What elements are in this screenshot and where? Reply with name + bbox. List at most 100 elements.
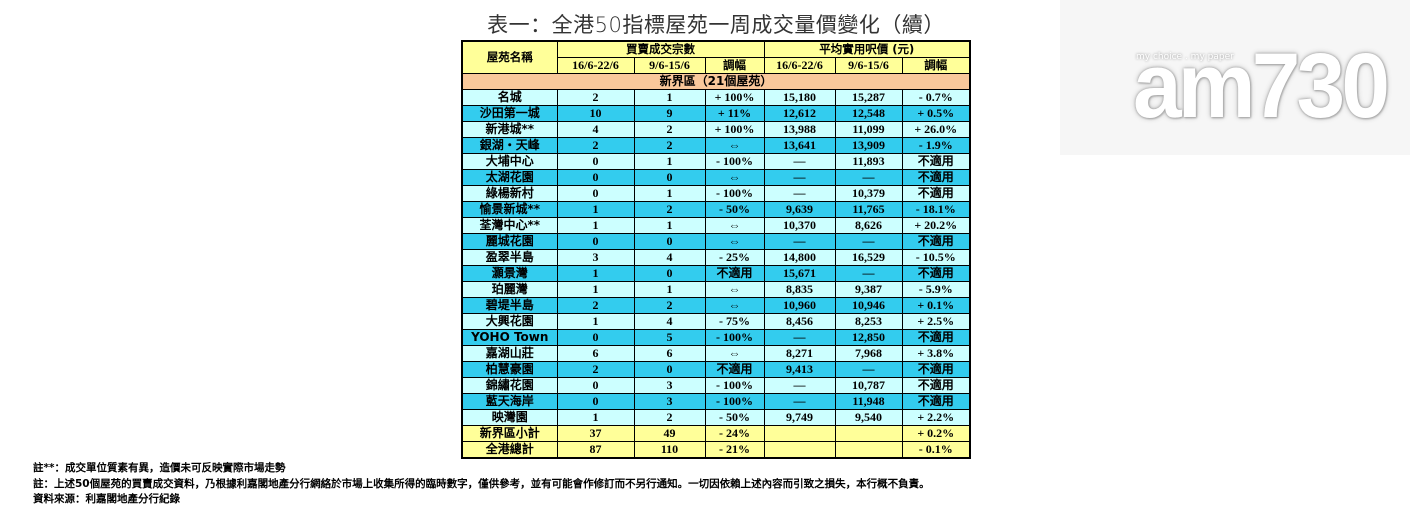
cell-chg: ⇔: [704, 217, 765, 234]
table-row: 灝景灣 1 0 不適用 15,671— 不適用: [461, 265, 971, 282]
cell-chg: - 21%: [704, 441, 765, 459]
note-quality: 註**：成交單位質素有異，造價未可反映實際市場走勢: [33, 462, 286, 474]
cell-prev: 2: [633, 137, 706, 154]
table-row: 錦繡花園 0 3- 100% —10,787 不適用: [461, 377, 971, 394]
footnotes: 註**：成交單位質素有異，造價未可反映實際市場走勢 註：上述50個屋苑的買賣成交…: [33, 461, 930, 508]
cell-pchg: + 0.2%: [901, 425, 971, 442]
cell-cur: 0: [556, 169, 635, 186]
cell-chg: + 100%: [704, 89, 765, 106]
estate-name: YOHO Town: [461, 329, 558, 346]
cell-pcur: —: [763, 153, 836, 170]
cell-pcur: 8,456: [763, 313, 836, 330]
cell-prev: 1: [633, 89, 706, 106]
cell-pchg: 不適用: [901, 265, 971, 282]
cell-prev: 6: [633, 345, 706, 362]
cell-prev: 9: [633, 105, 706, 122]
cell-chg: 不適用: [704, 361, 765, 378]
cell-pprev: 9,387: [834, 281, 903, 298]
table-row: 映灣園 1 2- 50% 9,749 9,540 + 2.2%: [461, 409, 971, 426]
cell-pchg: - 18.1%: [901, 201, 971, 218]
estate-name: 太湖花園: [461, 169, 558, 186]
estate-name: 藍天海岸: [461, 393, 558, 410]
cell-pchg: + 3.8%: [901, 345, 971, 362]
cell-prev: 2: [633, 297, 706, 314]
cell-cur: 0: [556, 233, 635, 250]
table-row: 大興花園 1 4- 75% 8,456 8,253 + 2.5%: [461, 313, 971, 330]
table-row: 銀湖・天峰 2 2 ⇔ 13,641 13,909- 1.9%: [461, 137, 971, 154]
cell-cur: 0: [556, 329, 635, 346]
header-sub: 9/6-15/6: [633, 57, 706, 74]
cell-prev: 49: [633, 425, 706, 442]
cell-prev: 3: [633, 377, 706, 394]
table-title: 表一：全港50指標屋苑一周成交量價變化（續）: [487, 13, 945, 37]
estate-name: 沙田第一城: [461, 105, 558, 122]
cell-prev: 1: [633, 185, 706, 202]
estate-name: 盈翠半島: [461, 249, 558, 266]
cell-pcur: [763, 425, 836, 442]
cell-chg: - 100%: [704, 153, 765, 170]
table-row: 嘉湖山莊 6 6 ⇔ 8,271 7,968 + 3.8%: [461, 345, 971, 362]
cell-chg: - 24%: [704, 425, 765, 442]
cell-pchg: + 2.2%: [901, 409, 971, 426]
cell-pcur: —: [763, 377, 836, 394]
cell-prev: 2: [633, 121, 706, 138]
table-row: 麗城花園 0 0 ⇔ — — 不適用: [461, 233, 971, 250]
cell-chg: + 100%: [704, 121, 765, 138]
estate-name: 映灣園: [461, 409, 558, 426]
cell-pprev: —: [834, 233, 903, 250]
cell-pprev: 12,548: [834, 105, 903, 122]
header-sub: 調幅: [704, 57, 765, 74]
cell-pchg: + 0.5%: [901, 105, 971, 122]
estate-name: 嘉湖山莊: [461, 345, 558, 362]
cell-cur: 1: [556, 217, 635, 234]
cell-pchg: + 26.0%: [901, 121, 971, 138]
cell-pprev: 16,529: [834, 249, 903, 266]
cell-pcur: [763, 441, 836, 459]
summary-row: 全港總計 87 110- 21% - 0.1%: [461, 441, 971, 459]
cell-pprev: —: [834, 361, 903, 378]
cell-pprev: —: [834, 169, 903, 186]
table-row: 藍天海岸 0 3- 100% —11,948 不適用: [461, 393, 971, 410]
cell-pprev: 8,253: [834, 313, 903, 330]
cell-prev: 4: [633, 313, 706, 330]
table-row: 珀麗灣 1 1 ⇔ 8,835 9,387- 5.9%: [461, 281, 971, 298]
estate-name: 大興花園: [461, 313, 558, 330]
cell-prev: 1: [633, 217, 706, 234]
cell-cur: 1: [556, 281, 635, 298]
header-sub: 調幅: [901, 57, 971, 74]
table-row: 柏慧豪園 2 0 不適用 9,413— 不適用: [461, 361, 971, 378]
cell-cur: 1: [556, 201, 635, 218]
cell-prev: 1: [633, 281, 706, 298]
cell-pchg: 不適用: [901, 377, 971, 394]
cell-pprev: —: [834, 265, 903, 282]
am730-logo: am730: [1133, 35, 1390, 137]
estate-name: 珀麗灣: [461, 281, 558, 298]
table-row: 碧堤半島 2 2 ⇔ 10,960 10,946 + 0.1%: [461, 297, 971, 314]
cell-chg: ⇔: [704, 137, 765, 154]
cell-prev: 110: [633, 441, 706, 459]
table-row: 大埔中心 0 1- 100% —11,893 不適用: [461, 153, 971, 170]
table-row: YOHO Town 0 5- 100% —12,850 不適用: [461, 329, 971, 346]
cell-pcur: —: [763, 233, 836, 250]
header-sub: 16/6-22/6: [763, 57, 836, 74]
cell-pchg: - 5.9%: [901, 281, 971, 298]
cell-pcur: —: [763, 329, 836, 346]
cell-pprev: 11,099: [834, 121, 903, 138]
cell-cur: 1: [556, 313, 635, 330]
cell-prev: 0: [633, 233, 706, 250]
cell-prev: 1: [633, 153, 706, 170]
cell-pcur: 8,271: [763, 345, 836, 362]
cell-pprev: 9,540: [834, 409, 903, 426]
cell-cur: 2: [556, 297, 635, 314]
logo-tagline: my choice . my paper: [1136, 52, 1234, 62]
cell-pcur: 15,180: [763, 89, 836, 106]
cell-pchg: - 1.9%: [901, 137, 971, 154]
cell-chg: - 75%: [704, 313, 765, 330]
cell-pcur: 12,612: [763, 105, 836, 122]
cell-pcur: 14,800: [763, 249, 836, 266]
cell-pchg: + 0.1%: [901, 297, 971, 314]
cell-cur: 2: [556, 89, 635, 106]
cell-cur: 0: [556, 185, 635, 202]
cell-pcur: —: [763, 185, 836, 202]
cell-pchg: 不適用: [901, 329, 971, 346]
